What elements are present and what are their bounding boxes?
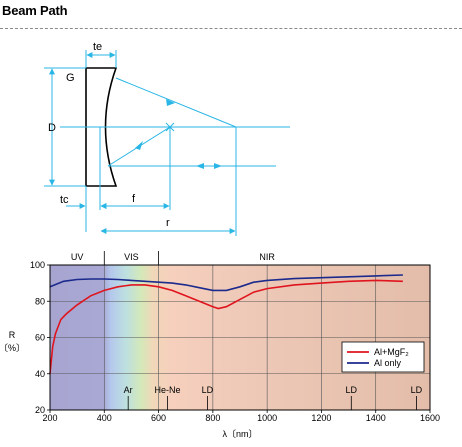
y-tick-label: 40 bbox=[35, 369, 45, 379]
label-g: G bbox=[66, 72, 75, 84]
x-tick-label: 200 bbox=[42, 413, 57, 423]
ray-reflected-upper bbox=[115, 77, 237, 128]
label-f: f bbox=[132, 193, 136, 205]
ray-arrow-to-focus bbox=[135, 141, 143, 150]
x-tick-label: 800 bbox=[205, 413, 220, 423]
marker-label: LD bbox=[346, 385, 358, 395]
ray-arrow-upper bbox=[166, 99, 175, 106]
marker-label: Ar bbox=[124, 385, 133, 395]
x-tick-label: 1200 bbox=[311, 413, 331, 423]
page-title: Beam Path bbox=[2, 3, 68, 18]
label-te: te bbox=[93, 41, 102, 53]
series-line bbox=[49, 279, 403, 374]
marker-label: He-Ne bbox=[155, 385, 181, 395]
marker-label: LD bbox=[411, 385, 423, 395]
series-line bbox=[49, 274, 403, 292]
y-axis-unit: 〔%〕 bbox=[0, 343, 25, 353]
label-r: r bbox=[166, 217, 170, 229]
label-d: D bbox=[48, 122, 56, 134]
ray-arrow-lower-left bbox=[196, 163, 204, 169]
y-tick-label: 20 bbox=[35, 405, 45, 415]
label-tc: tc bbox=[60, 194, 69, 206]
marker-label: LD bbox=[202, 385, 214, 395]
x-tick-label: 1400 bbox=[366, 413, 386, 423]
legend-label: Al+MgF₂ bbox=[374, 347, 409, 357]
x-tick-label: 400 bbox=[97, 413, 112, 423]
y-axis-label: R bbox=[9, 330, 16, 340]
x-tick-label: 1000 bbox=[257, 413, 277, 423]
y-tick-label: 60 bbox=[35, 333, 45, 343]
y-tick-label: 100 bbox=[30, 260, 45, 270]
x-tick-label: 600 bbox=[151, 413, 166, 423]
header-divider bbox=[0, 28, 462, 29]
region-label: VIS bbox=[124, 252, 139, 262]
y-tick-label: 80 bbox=[35, 296, 45, 306]
x-tick-label: 1600 bbox=[420, 413, 440, 423]
legend-label: Al only bbox=[374, 358, 402, 368]
region-label: NIR bbox=[259, 252, 275, 262]
legend-box bbox=[341, 341, 425, 373]
region-label: UV bbox=[71, 252, 84, 262]
ray-arrow-lower-right bbox=[214, 163, 222, 169]
page-header: Beam Path bbox=[0, 0, 462, 32]
x-axis-label: λ〔nm〕 bbox=[222, 429, 257, 439]
